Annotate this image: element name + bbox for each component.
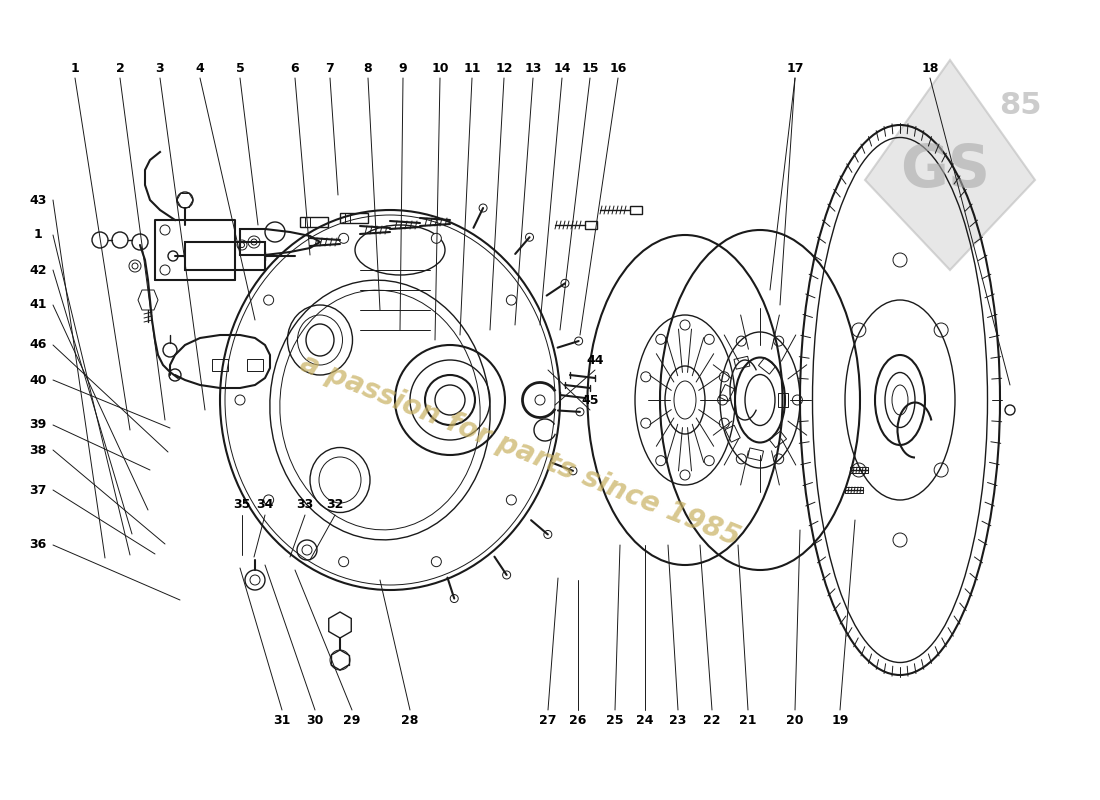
Text: 29: 29: [343, 714, 361, 726]
Text: 13: 13: [525, 62, 541, 74]
Text: 22: 22: [703, 714, 720, 726]
Polygon shape: [865, 60, 1035, 270]
Circle shape: [264, 495, 274, 505]
Text: 23: 23: [669, 714, 686, 726]
Circle shape: [535, 395, 544, 405]
Circle shape: [503, 571, 510, 579]
Text: 17: 17: [786, 62, 804, 74]
Text: a passion for parts since 1985: a passion for parts since 1985: [296, 349, 744, 551]
Bar: [719, 385, 734, 402]
Circle shape: [339, 234, 349, 243]
Bar: [759, 358, 775, 374]
Text: 1: 1: [34, 229, 43, 242]
Bar: [185, 242, 265, 270]
Text: 7: 7: [326, 62, 334, 74]
Circle shape: [235, 395, 245, 405]
Text: 85: 85: [999, 90, 1042, 119]
Text: 30: 30: [306, 714, 323, 726]
Text: 2: 2: [116, 62, 124, 74]
Circle shape: [480, 204, 487, 212]
Text: 31: 31: [273, 714, 290, 726]
Text: 26: 26: [570, 714, 586, 726]
Text: 14: 14: [553, 62, 571, 74]
Text: 15: 15: [581, 62, 598, 74]
Bar: [734, 356, 750, 369]
Circle shape: [569, 467, 578, 475]
Text: 45: 45: [581, 394, 598, 406]
Text: 27: 27: [539, 714, 557, 726]
Circle shape: [543, 530, 552, 538]
Text: 21: 21: [739, 714, 757, 726]
Circle shape: [431, 557, 441, 566]
Text: 25: 25: [606, 714, 624, 726]
Text: 40: 40: [30, 374, 46, 386]
Circle shape: [574, 337, 583, 345]
Text: 39: 39: [30, 418, 46, 431]
Text: 44: 44: [586, 354, 604, 366]
Bar: [340, 213, 368, 223]
Text: 3: 3: [156, 62, 164, 74]
Text: 32: 32: [327, 498, 343, 511]
Bar: [248, 359, 263, 371]
Circle shape: [506, 495, 516, 505]
Bar: [748, 448, 763, 461]
Circle shape: [576, 408, 584, 416]
Bar: [300, 217, 328, 227]
Circle shape: [561, 279, 569, 287]
Circle shape: [339, 557, 349, 566]
Text: 12: 12: [495, 62, 513, 74]
Circle shape: [450, 594, 459, 602]
Bar: [850, 467, 868, 473]
Bar: [778, 393, 788, 407]
Text: 4: 4: [196, 62, 205, 74]
Text: 5: 5: [235, 62, 244, 74]
Circle shape: [506, 295, 516, 305]
Bar: [769, 431, 786, 448]
Text: 19: 19: [832, 714, 849, 726]
Text: 34: 34: [256, 498, 274, 511]
Text: 41: 41: [30, 298, 46, 311]
Text: 43: 43: [30, 194, 46, 206]
Text: 18: 18: [922, 62, 938, 74]
Text: 8: 8: [364, 62, 372, 74]
Circle shape: [526, 234, 534, 242]
Text: 46: 46: [30, 338, 46, 351]
Bar: [845, 487, 864, 493]
Text: 6: 6: [290, 62, 299, 74]
Text: 33: 33: [296, 498, 314, 511]
Bar: [725, 426, 740, 442]
Bar: [630, 206, 642, 214]
Text: 36: 36: [30, 538, 46, 551]
Text: 42: 42: [30, 263, 46, 277]
Text: 28: 28: [402, 714, 419, 726]
Text: 20: 20: [786, 714, 804, 726]
Text: 11: 11: [463, 62, 481, 74]
Text: 37: 37: [30, 483, 46, 497]
Text: 10: 10: [431, 62, 449, 74]
Circle shape: [264, 295, 274, 305]
Text: GS: GS: [900, 142, 990, 198]
Text: 24: 24: [636, 714, 653, 726]
Text: 38: 38: [30, 443, 46, 457]
Text: 1: 1: [70, 62, 79, 74]
Text: 16: 16: [609, 62, 627, 74]
Circle shape: [431, 234, 441, 243]
Bar: [212, 359, 228, 371]
Text: 9: 9: [398, 62, 407, 74]
Text: 35: 35: [233, 498, 251, 511]
Bar: [585, 221, 597, 229]
